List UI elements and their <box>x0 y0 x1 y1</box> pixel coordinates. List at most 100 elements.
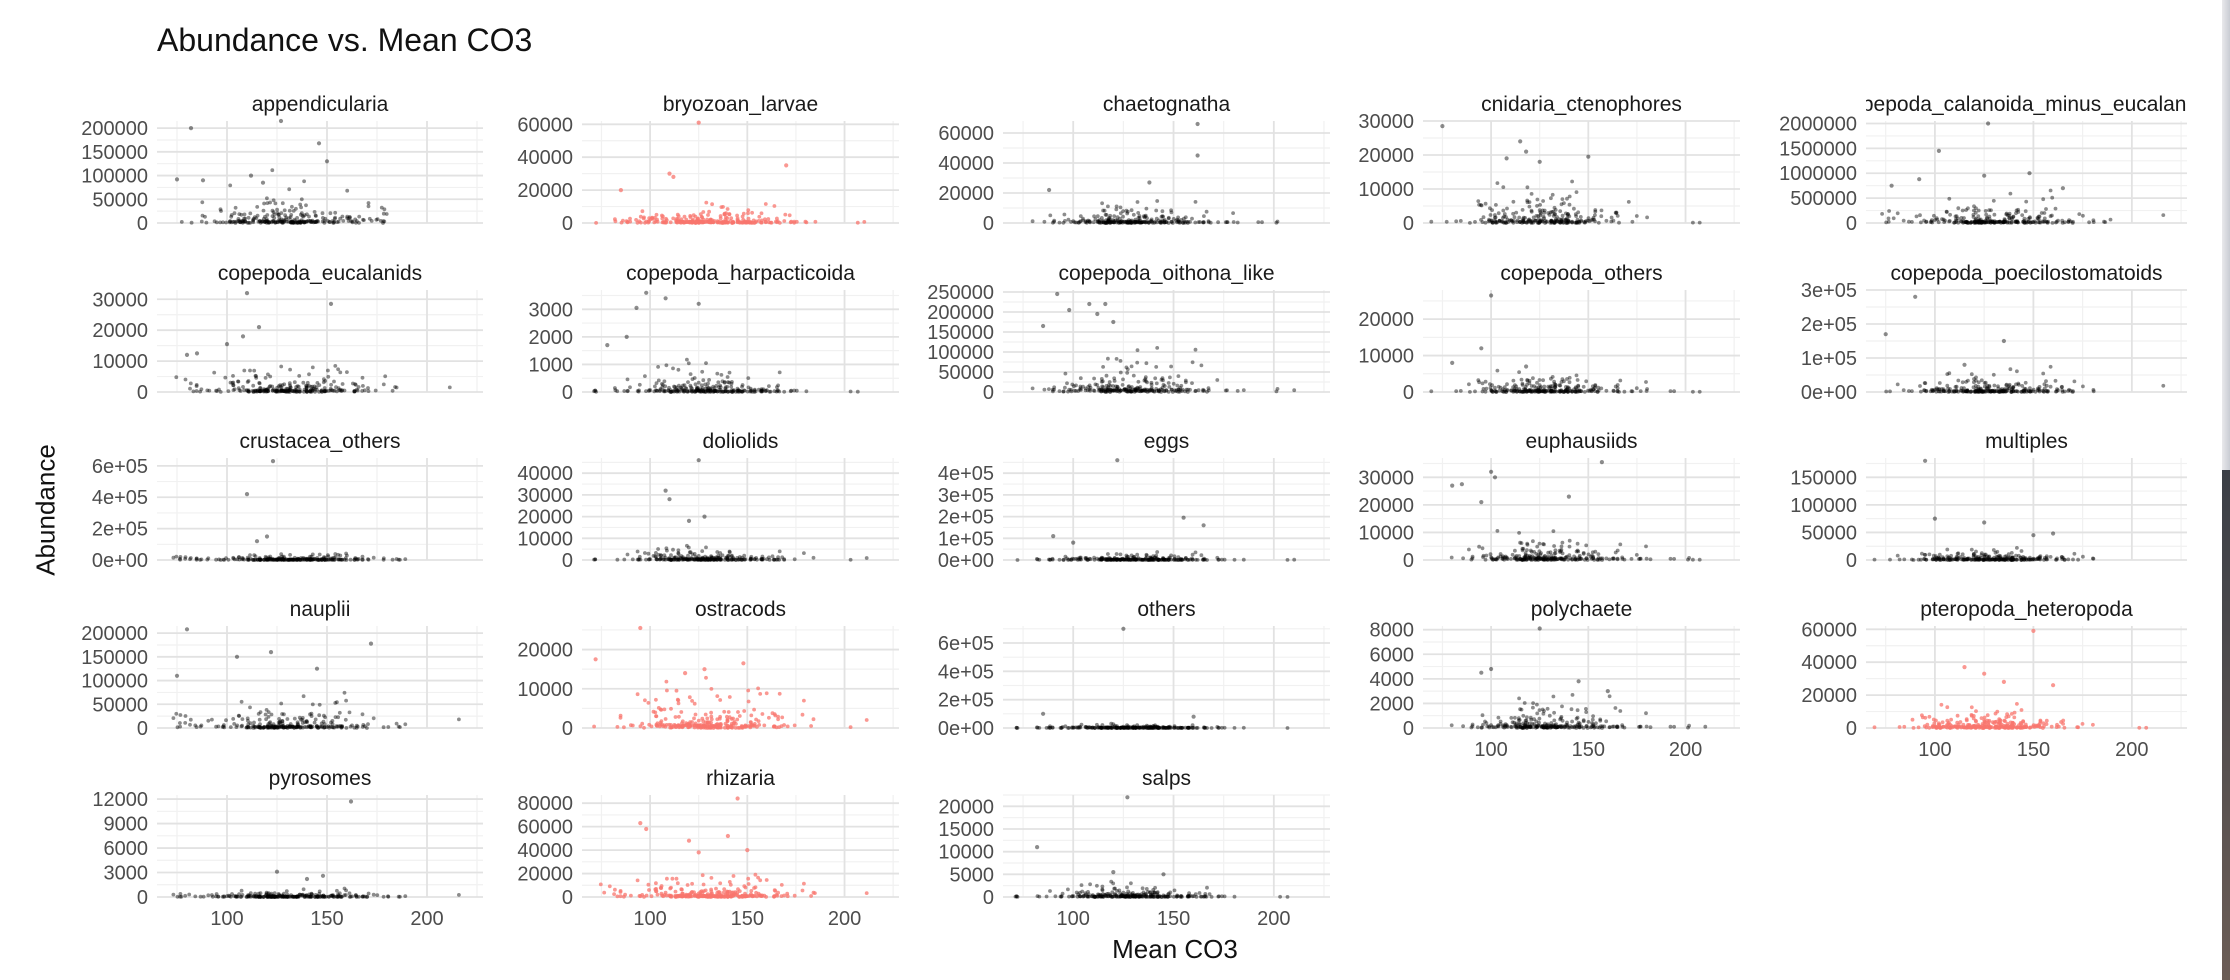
scatter-point-outlier <box>1067 307 1072 313</box>
scatter-point <box>642 725 646 730</box>
scatter-point <box>1204 209 1209 214</box>
scatter-point <box>1106 216 1111 221</box>
scatter-point <box>1120 383 1125 387</box>
scatter-point <box>703 712 708 717</box>
y-tick-label: 0e+00 <box>938 550 994 572</box>
scatter-point <box>305 380 310 385</box>
scatter-point <box>1143 557 1148 562</box>
scatter-point <box>1143 213 1148 218</box>
scatter-point <box>289 213 294 217</box>
scatter-point <box>242 368 247 373</box>
scatter-point <box>2033 220 2038 225</box>
scatter-point <box>2002 217 2007 222</box>
scatter-point <box>1559 219 1564 224</box>
facet-strip-label: chaetognatha <box>1103 93 1231 116</box>
scatter-point <box>309 384 313 389</box>
scatter-point <box>1538 219 1543 224</box>
scatter-point <box>360 712 365 717</box>
scatter-point <box>263 214 267 219</box>
scatter-point <box>1275 219 1280 224</box>
scatter-point <box>1494 203 1498 207</box>
scatter-point <box>1527 388 1532 392</box>
scatter-point <box>242 388 247 393</box>
scatter-point <box>298 219 303 224</box>
scatter-point <box>675 388 680 393</box>
scatter-point <box>1078 384 1083 389</box>
scatter-point <box>1565 216 1569 221</box>
scatter-point <box>1137 214 1142 218</box>
scatter-point <box>2014 211 2018 216</box>
scatter-point <box>381 219 386 224</box>
scatter-point <box>711 389 716 394</box>
scatter-point <box>1638 556 1643 561</box>
scatter-point <box>265 389 270 394</box>
scatter-point <box>1525 185 1530 190</box>
scatter-point <box>1136 211 1141 215</box>
scatter-point-outlier <box>638 625 643 631</box>
scatter-point <box>1111 388 1115 393</box>
scatter-point <box>1176 218 1181 223</box>
scatter-point <box>1969 547 1974 552</box>
scatter-point <box>1553 385 1558 389</box>
scatter-point <box>199 723 204 728</box>
scatter-point <box>322 221 327 225</box>
scatter-point <box>757 214 762 219</box>
scatter-point <box>236 217 241 221</box>
y-tick-label: 0 <box>1403 550 1414 572</box>
scatter-point <box>1223 388 1228 393</box>
scatter-point <box>662 707 667 712</box>
scatter-point <box>1557 220 1561 224</box>
scatter-point <box>761 387 766 392</box>
scatter-point <box>722 380 727 384</box>
scatter-point <box>1962 220 1966 225</box>
scatter-point <box>1996 384 2000 389</box>
scatter-point <box>1521 217 1525 221</box>
scatter-point <box>1157 389 1161 394</box>
scatter-point <box>1919 220 1923 225</box>
scatter-point <box>1142 214 1146 219</box>
scatter-point <box>1160 376 1165 381</box>
scatter-point <box>759 389 763 394</box>
scatter-point <box>701 389 705 393</box>
scatter-point <box>188 722 192 727</box>
scatter-point <box>1144 387 1149 392</box>
scatter-point <box>770 554 775 559</box>
scatter-point <box>2024 199 2029 204</box>
scatter-point <box>1166 216 1171 221</box>
scatter-point <box>1522 220 1527 225</box>
scatter-point <box>254 376 259 380</box>
scatter-point <box>1561 221 1566 225</box>
scatter-point <box>1978 217 1983 222</box>
scatter-point <box>2022 219 2027 223</box>
scatter-point <box>1114 389 1119 394</box>
scatter-point <box>1536 217 1541 221</box>
scatter-point <box>344 726 349 730</box>
scatter-point <box>1542 554 1546 559</box>
scatter-point <box>1174 218 1178 223</box>
scatter-point <box>636 557 641 562</box>
scatter-point <box>1532 384 1536 388</box>
scatter-point <box>1144 219 1149 224</box>
scatter-point <box>1538 386 1543 390</box>
scatter-point <box>1176 374 1181 378</box>
scatter-point <box>1504 215 1508 219</box>
scatter-point <box>1952 220 1956 225</box>
scatter-point <box>1914 214 1919 219</box>
scatter-point <box>855 220 860 225</box>
scatter-point <box>214 220 219 225</box>
scatter-point <box>1051 220 1055 225</box>
scatter-point <box>731 721 736 726</box>
scatter-point <box>718 385 723 389</box>
scatter-point <box>1136 379 1141 384</box>
scatter-point <box>1552 390 1556 394</box>
scatter-point <box>675 212 680 217</box>
scatter-point <box>1964 220 1968 225</box>
scatter-point <box>306 218 311 223</box>
scatter-point <box>291 557 296 562</box>
scatter-point <box>366 386 370 390</box>
scatter-point <box>1147 388 1152 393</box>
scatter-point <box>355 724 360 729</box>
scatter-point <box>2037 214 2042 219</box>
scatter-point <box>310 218 315 223</box>
scatter-point <box>271 219 276 224</box>
